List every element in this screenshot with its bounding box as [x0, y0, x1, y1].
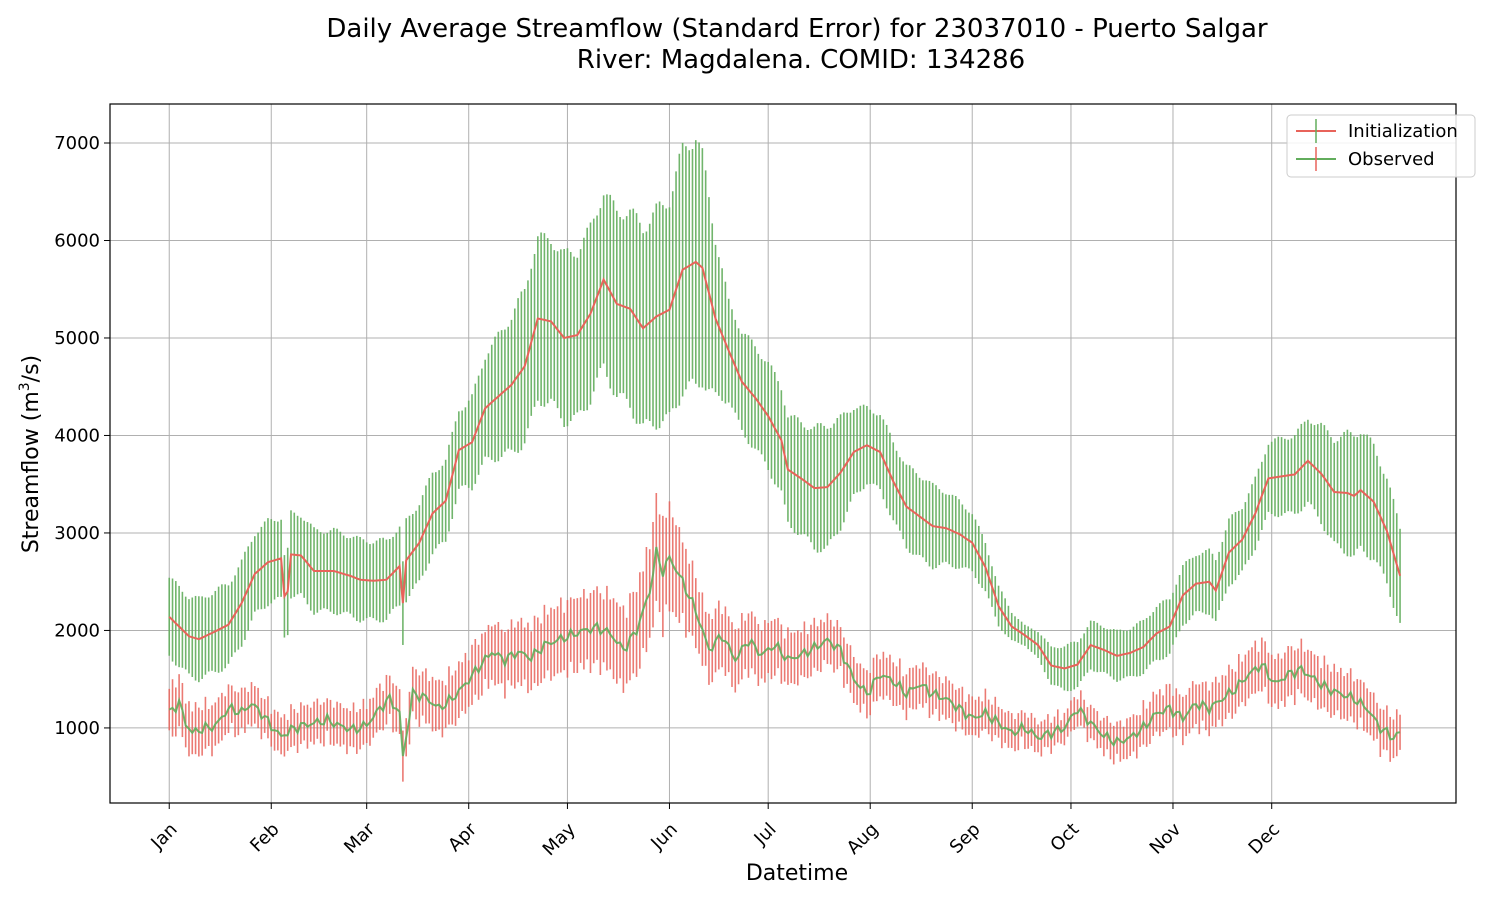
x-tick-label: Nov [1146, 819, 1186, 859]
x-tick-label: Feb [246, 819, 283, 856]
y-axis-label: Streamflow (m3/s) [17, 355, 44, 553]
legend: Initialization Observed [1286, 114, 1476, 178]
x-tick-label: Dec [1245, 819, 1284, 858]
y-tick-label: 6000 [54, 230, 100, 251]
grid-lines [110, 104, 1456, 803]
y-axis-label-sup: 3 [17, 382, 33, 391]
x-axis-ticks: Jan Feb Mar Apr May Jun Jul Aug Sep Oct Nov Dec [146, 803, 1284, 860]
y-tick-label: 7000 [54, 133, 100, 154]
legend-initialization-label: Initialization [1348, 121, 1458, 142]
x-tick-label: Sep [946, 819, 985, 858]
x-axis-label: Datetime [746, 861, 848, 886]
chart-title-line1: Daily Average Streamflow (Standard Error… [326, 14, 1268, 44]
x-tick-label: Jun [646, 819, 681, 854]
x-tick-label: Oct [1046, 819, 1083, 856]
observed-error-bars [168, 493, 1401, 782]
series-layer [168, 140, 1402, 782]
y-tick-label: 5000 [54, 328, 100, 349]
y-axis-label-end: /s) [19, 355, 44, 382]
x-tick-label: Jan [146, 819, 181, 854]
y-tick-label: 3000 [54, 523, 100, 544]
legend-observed-label: Observed [1348, 149, 1435, 170]
y-axis-label-main: Streamflow (m [19, 391, 44, 553]
y-tick-label: 1000 [54, 718, 100, 739]
y-tick-label: 2000 [54, 620, 100, 641]
x-tick-label: Jul [750, 819, 781, 850]
initialization-series-line [168, 260, 1402, 670]
plot-area-frame [109, 103, 1457, 804]
y-axis-ticks: 1000 2000 3000 4000 5000 6000 7000 [54, 133, 110, 739]
observed-series-line [168, 546, 1401, 757]
x-tick-label: May [539, 819, 580, 860]
initialization-error-bars [168, 140, 1401, 692]
x-tick-label: Mar [340, 819, 379, 858]
chart-title-line2: River: Magdalena. COMID: 134286 [577, 45, 1025, 75]
x-tick-label: Aug [843, 819, 883, 859]
y-tick-label: 4000 [54, 425, 100, 446]
x-tick-label: Apr [444, 819, 481, 856]
